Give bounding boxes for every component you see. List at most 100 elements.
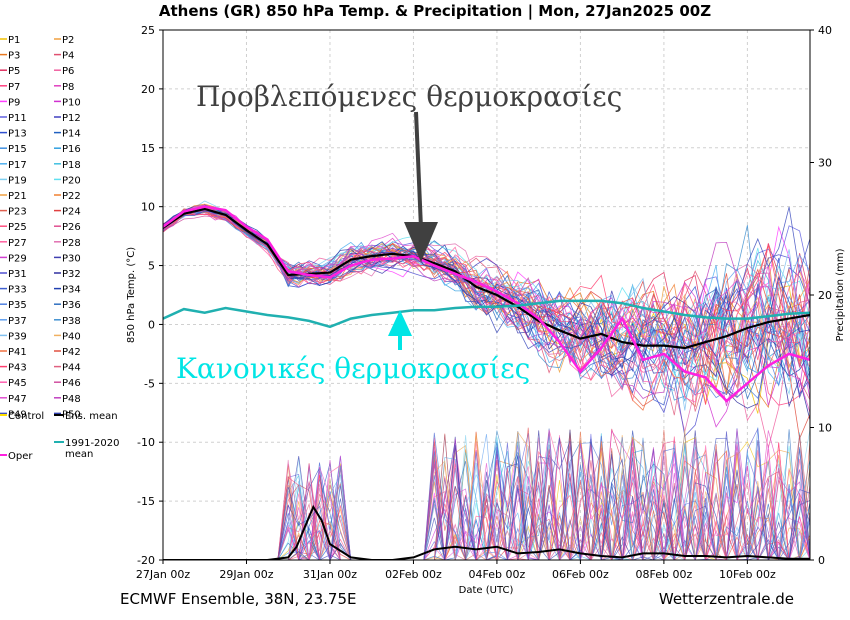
x-tick-label: 29Jan 00z xyxy=(219,568,273,581)
legend-label-P35: P35 xyxy=(8,300,27,311)
member-precip-line-P41 xyxy=(163,431,810,560)
legend-label-P11: P11 xyxy=(8,113,27,124)
legend-label-P10: P10 xyxy=(62,97,81,108)
legend-label-P2: P2 xyxy=(62,35,74,46)
legend-label-ens-mean: Ens. mean xyxy=(65,411,118,422)
member-precip-line-P40 xyxy=(163,429,810,560)
legend-label-P25: P25 xyxy=(8,222,27,233)
member-precip-line-P34 xyxy=(163,430,810,560)
y-tick-label: 15 xyxy=(141,142,155,155)
member-precip-line-P45 xyxy=(163,435,810,560)
legend-label-P39: P39 xyxy=(8,331,27,342)
legend-label-P38: P38 xyxy=(62,316,81,327)
legend-label-P44: P44 xyxy=(62,363,81,374)
legend-label-P8: P8 xyxy=(62,82,74,93)
member-precip-line-P36 xyxy=(163,428,810,560)
normal-arrow xyxy=(388,310,412,350)
y-tick-label: -15 xyxy=(137,495,155,508)
legend-label-P27: P27 xyxy=(8,238,27,249)
legend-label-P46: P46 xyxy=(62,378,81,389)
legend-label-P26: P26 xyxy=(62,222,81,233)
y-tick-label: -5 xyxy=(144,377,155,390)
legend-label-P36: P36 xyxy=(62,300,81,311)
forecast-arrow xyxy=(404,111,438,262)
series-1991-2020-mean xyxy=(163,299,810,329)
footer-source: ECMWF Ensemble, 38N, 23.75E xyxy=(120,590,356,608)
x-tick-label: 02Feb 00z xyxy=(385,568,442,581)
legend-label-P32: P32 xyxy=(62,269,81,280)
member-precip-line-P33 xyxy=(163,428,810,560)
plot-area xyxy=(163,30,810,560)
x-tick-label: 31Jan 00z xyxy=(303,568,357,581)
y2-tick-label: 10 xyxy=(818,422,832,435)
member-precip-line-P12 xyxy=(163,431,810,560)
member-precip-line-P32 xyxy=(163,430,810,560)
legend-label-climate-mean-1: 1991-2020 xyxy=(65,438,120,449)
member-precip-line-P28 xyxy=(163,437,810,560)
legend-label-P4: P4 xyxy=(62,51,74,62)
series-ens-mean xyxy=(163,207,810,350)
x-tick-label: 10Feb 00z xyxy=(719,568,776,581)
legend-label-P45: P45 xyxy=(8,378,27,389)
legend-label-P5: P5 xyxy=(8,66,20,77)
legend-label-P20: P20 xyxy=(62,175,81,186)
y-tick-label: 0 xyxy=(148,318,155,331)
series-ens-mean-precipitation xyxy=(163,504,810,560)
legend-label-P30: P30 xyxy=(62,253,81,264)
x-tick-label: 08Feb 00z xyxy=(636,568,693,581)
member-precip-line-P25 xyxy=(163,450,810,560)
legend-label-P28: P28 xyxy=(62,238,81,249)
legend-label-P49: P49 xyxy=(8,409,27,420)
member-precip-line-P15 xyxy=(163,427,810,560)
legend-label-P7: P7 xyxy=(8,82,20,93)
legend-label-P33: P33 xyxy=(8,285,27,296)
member-precip-line-P16 xyxy=(163,441,810,560)
x-tick-label: 06Feb 00z xyxy=(552,568,609,581)
footer-site: Wetterzentrale.de xyxy=(659,590,794,608)
legend-label-P37: P37 xyxy=(8,316,27,327)
member-precip-line-P14 xyxy=(163,442,810,560)
y-axis-label: 850 hPa Temp. (°C) xyxy=(126,247,137,343)
legend-label-P34: P34 xyxy=(62,285,81,296)
y-tick-label: -20 xyxy=(137,554,155,567)
legend-label-P6: P6 xyxy=(62,66,74,77)
x-tick-label: 27Jan 00z xyxy=(136,568,190,581)
legend-label-oper: Oper xyxy=(8,451,33,462)
legend-label-climate-mean-2: mean xyxy=(65,449,93,460)
legend-label-P50: P50 xyxy=(62,409,81,420)
y-tick-label: 20 xyxy=(141,83,155,96)
y2-tick-label: 20 xyxy=(818,289,832,302)
forecast-temperatures-annotation: Προβλεπόμενες θερμοκρασίες xyxy=(196,80,622,113)
member-precip-line-P23 xyxy=(163,429,810,560)
y2-tick-label: 40 xyxy=(818,24,832,37)
member-precip-line-P37 xyxy=(163,434,810,560)
legend-label-control: Control xyxy=(8,411,44,422)
legend-label-P15: P15 xyxy=(8,144,27,155)
y2-tick-label: 0 xyxy=(818,554,825,567)
member-precip-line-P42 xyxy=(163,433,810,560)
legend-label-P16: P16 xyxy=(62,144,81,155)
member-precip-line-P5 xyxy=(163,428,810,560)
chart-title: Athens (GR) 850 hPa Temp. & Precipitatio… xyxy=(159,2,711,21)
legend-label-P21: P21 xyxy=(8,191,27,202)
legend-label-P14: P14 xyxy=(62,129,81,140)
legend-label-P13: P13 xyxy=(8,129,27,140)
legend-label-P12: P12 xyxy=(62,113,81,124)
y-tick-label: 5 xyxy=(148,260,155,273)
member-precip-line-P47 xyxy=(163,429,810,560)
legend-label-P1: P1 xyxy=(8,35,20,46)
member-precip-line-P26 xyxy=(163,443,810,560)
y-tick-label: -10 xyxy=(137,436,155,449)
legend-label-P23: P23 xyxy=(8,207,27,218)
series-oper xyxy=(163,205,810,403)
legend-label-P47: P47 xyxy=(8,394,27,405)
legend-label-P41: P41 xyxy=(8,347,27,358)
legend-label-P19: P19 xyxy=(8,175,27,186)
legend-label-P18: P18 xyxy=(62,160,81,171)
member-precip-line-P48 xyxy=(163,429,810,560)
legend-label-P31: P31 xyxy=(8,269,27,280)
legend-label-P40: P40 xyxy=(62,331,81,342)
x-axis-label: Date (UTC) xyxy=(459,585,514,596)
member-precip-line-P46 xyxy=(163,456,810,560)
